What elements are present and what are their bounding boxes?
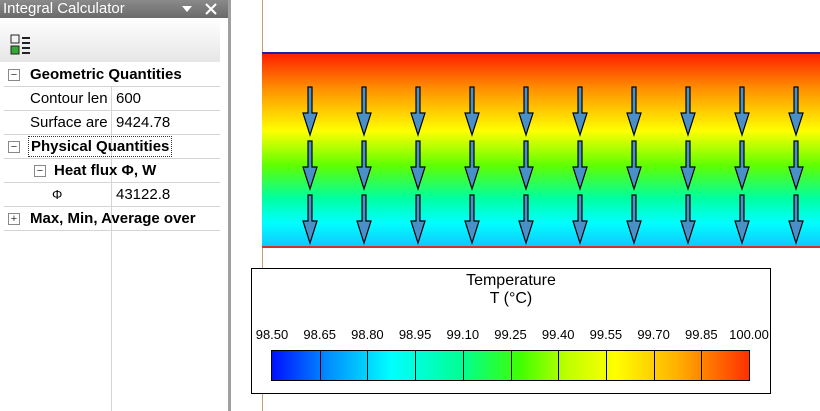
property-row[interactable]: Surface are 9424.78 (4, 111, 220, 135)
legend-tick-label: 98.50 (255, 327, 289, 342)
property-row[interactable]: Contour len 600 (4, 87, 220, 111)
color-bar-divider (605, 351, 607, 380)
legend-tick-label: 100.00 (729, 327, 769, 342)
toolbar-icon[interactable] (10, 34, 32, 56)
legend-tick-label: 99.70 (637, 327, 670, 342)
flux-arrow (788, 86, 804, 137)
color-bar-divider (653, 351, 655, 380)
legend-title: Temperature (466, 272, 556, 289)
flux-arrow (626, 140, 642, 191)
group-row[interactable]: − Physical Quantities (4, 135, 220, 159)
color-bar-divider (510, 351, 512, 380)
group-row[interactable]: − Geometric Quantities (4, 63, 220, 87)
flux-arrow (356, 140, 372, 191)
legend-tick-label: 99.10 (446, 327, 480, 342)
flux-arrow (410, 194, 426, 245)
flux-arrow (734, 194, 750, 245)
legend-tick-label: 98.65 (303, 327, 336, 342)
color-bar-divider (558, 351, 560, 380)
group-label: Geometric Quantities (30, 66, 182, 83)
temperature-field (262, 52, 820, 248)
flux-arrow (572, 194, 588, 245)
color-bar-divider (415, 351, 417, 380)
subgroup-row[interactable]: − Heat flux Φ, W (4, 159, 220, 183)
flux-arrow (464, 140, 480, 191)
color-legend: Temperature T (°C) 98.50 98.65 98.80 98.95 9… (251, 268, 771, 394)
color-bar-divider (319, 351, 321, 380)
toolbar (0, 18, 220, 62)
flux-arrow (464, 86, 480, 137)
legend-subtitle: T (°C) (489, 290, 533, 307)
property-value: 600 (116, 90, 142, 107)
flux-arrow (410, 86, 426, 137)
property-name: Φ (52, 187, 63, 202)
column-divider (111, 87, 112, 411)
legend-tick-label: 98.95 (398, 327, 432, 342)
legend-tick-label: 99.55 (589, 327, 623, 342)
flux-arrow (302, 194, 318, 245)
property-row[interactable]: Φ 43122.8 (4, 183, 220, 207)
flux-arrow (626, 194, 642, 245)
flux-arrow (572, 86, 588, 137)
close-button[interactable] (205, 3, 217, 15)
property-value: 9424.78 (116, 114, 171, 131)
flux-arrow (518, 86, 534, 137)
flux-arrow (734, 140, 750, 191)
color-bar-divider (701, 351, 703, 380)
group-label: Max, Min, Average over (30, 210, 196, 227)
property-value: 43122.8 (116, 186, 171, 203)
panel-title: Integral Calculator (3, 0, 125, 17)
color-bar-divider (462, 351, 464, 380)
integral-calculator-panel: Integral Calculator − Geometric Quantitie… (0, 0, 231, 411)
color-bar (271, 350, 750, 381)
flux-arrow (626, 86, 642, 137)
legend-tick-label: 99.85 (685, 327, 718, 342)
subgroup-label: Heat flux Φ, W (54, 162, 157, 179)
legend-tick-label: 98.80 (351, 327, 384, 342)
legend-tick-label: 99.25 (494, 327, 527, 342)
flux-arrow (356, 194, 372, 245)
flux-arrow (410, 140, 426, 191)
flux-arrow (680, 194, 696, 245)
flux-arrow (302, 140, 318, 191)
group-row[interactable]: + Max, Min, Average over (4, 207, 220, 231)
color-bar-divider (367, 351, 369, 380)
property-name: Surface are (30, 114, 108, 131)
property-name: Contour len (30, 90, 108, 107)
title-bar: Integral Calculator (0, 0, 228, 18)
flux-arrow (518, 194, 534, 245)
dropdown-button[interactable] (182, 6, 192, 12)
flux-arrow (680, 86, 696, 137)
flux-arrow (464, 194, 480, 245)
flux-arrow (572, 140, 588, 191)
flux-arrow (356, 86, 372, 137)
heat-flux-arrows (302, 86, 804, 245)
flux-arrow (788, 140, 804, 191)
group-label: Physical Quantities (28, 136, 173, 157)
flux-arrow (788, 194, 804, 245)
flux-arrow (734, 86, 750, 137)
flux-arrow (302, 86, 318, 137)
window-buttons[interactable] (180, 2, 224, 16)
flux-arrow (518, 140, 534, 191)
legend-tick-label: 99.40 (541, 327, 575, 342)
flux-arrow (680, 140, 696, 191)
